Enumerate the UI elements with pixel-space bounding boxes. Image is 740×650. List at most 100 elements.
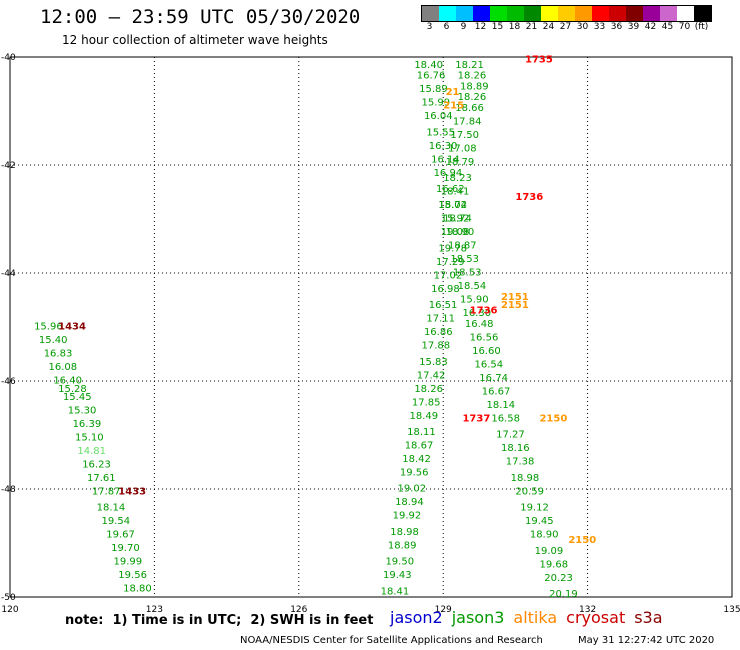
wave-height-point: 16.74 bbox=[479, 373, 508, 384]
pass-time-label: 1433 bbox=[118, 486, 146, 497]
wave-height-point: 16.98 bbox=[431, 284, 460, 295]
legend-item-jason3: jason3 bbox=[451, 608, 505, 627]
wave-height-point: 15.74 bbox=[438, 200, 467, 211]
wave-height-point: 15.92 bbox=[441, 214, 470, 225]
pass-time-label: 2151 bbox=[501, 300, 529, 311]
wave-height-point: 16.08 bbox=[49, 362, 78, 373]
wave-height-point: 19.50 bbox=[385, 557, 414, 568]
pass-time-label: 1735 bbox=[525, 54, 553, 65]
legend-item-jason2: jason2 bbox=[390, 608, 443, 627]
wave-height-point: 17.84 bbox=[453, 117, 482, 128]
wave-height-point: 16.04 bbox=[424, 111, 453, 122]
wave-height-point: 17.02 bbox=[434, 270, 463, 281]
wave-height-point: 19.99 bbox=[113, 557, 142, 568]
wave-height-point: 18.16 bbox=[501, 443, 530, 454]
wave-height-point: 19.09 bbox=[535, 546, 564, 557]
wave-height-point: 18.80 bbox=[123, 584, 152, 595]
wave-height-point: 18.02 bbox=[438, 200, 467, 211]
pass-time-label: 1737 bbox=[462, 414, 490, 425]
wave-height-point: 17.27 bbox=[496, 430, 525, 441]
wave-height-point: 17.29 bbox=[436, 257, 465, 268]
wave-height-point: 16.51 bbox=[429, 300, 458, 311]
wave-height-point: 16.67 bbox=[482, 387, 511, 398]
wave-height-point: 18.23 bbox=[443, 173, 472, 184]
color-scale-swatch bbox=[643, 6, 660, 21]
wave-height-point: 15.55 bbox=[426, 127, 455, 138]
color-scale-label: 30 bbox=[576, 22, 589, 32]
y-tick-label: -40 bbox=[1, 53, 16, 63]
color-scale-label: 39 bbox=[627, 22, 640, 32]
wave-height-point: 18.74 bbox=[443, 214, 472, 225]
color-scale-swatch bbox=[558, 6, 575, 21]
wave-height-point: 18.90 bbox=[530, 530, 559, 541]
pass-time-label: 2150 bbox=[568, 535, 596, 546]
wave-height-point: 16.39 bbox=[73, 419, 102, 430]
wave-height-point: 18.42 bbox=[402, 454, 431, 465]
legend-item-s3a: s3a bbox=[634, 608, 663, 627]
satellite-legend: jason2 jason3 altika cryosat s3a bbox=[390, 608, 672, 627]
wave-height-point: 17.50 bbox=[450, 130, 479, 141]
color-scale-label: 6 bbox=[443, 22, 450, 32]
wave-height-point: 18.53 bbox=[453, 268, 482, 279]
color-scale-swatch bbox=[609, 6, 626, 21]
credit-text: NOAA/NESDIS Center for Satellite Applica… bbox=[240, 635, 543, 646]
wave-height-point: 19.45 bbox=[525, 516, 554, 527]
wave-height-point: 18.66 bbox=[455, 103, 484, 114]
wave-height-point: 18.79 bbox=[446, 157, 475, 168]
pass-time-label: 2151 bbox=[501, 292, 529, 303]
wave-height-point: 18.21 bbox=[455, 60, 484, 71]
color-scale-label: (ft) bbox=[694, 22, 709, 32]
wave-height-point: 18.11 bbox=[407, 427, 436, 438]
wave-height-point: 18.94 bbox=[395, 497, 424, 508]
wave-height-point: 19.92 bbox=[393, 511, 422, 522]
color-scale-label: 12 bbox=[474, 22, 487, 32]
pass-time-label: 1434 bbox=[58, 322, 86, 333]
plot-frame bbox=[9, 56, 733, 598]
wave-height-point: 16.83 bbox=[44, 349, 73, 360]
pass-time-label: 215 bbox=[443, 100, 464, 111]
wave-height-point: 18.26 bbox=[414, 384, 443, 395]
color-scale-swatch bbox=[541, 6, 558, 21]
x-tick-label: 135 bbox=[723, 605, 740, 615]
wave-height-point: 16.30 bbox=[429, 141, 458, 152]
wave-height-point: 19.67 bbox=[106, 530, 135, 541]
x-tick-label: 126 bbox=[290, 605, 307, 615]
color-scale-label: 9 bbox=[460, 22, 467, 32]
color-scale-label: 36 bbox=[610, 22, 623, 32]
wave-height-point: 17.38 bbox=[506, 457, 535, 468]
y-tick-label: -46 bbox=[1, 377, 16, 387]
wave-height-point: 17.85 bbox=[412, 397, 441, 408]
wave-height-point: 16.40 bbox=[53, 376, 82, 387]
wave-height-point: 18.89 bbox=[460, 81, 489, 92]
color-scale-swatch bbox=[524, 6, 541, 21]
wave-height-point: 20.23 bbox=[544, 573, 573, 584]
chart-subtitle: 12 hour collection of altimeter wave hei… bbox=[62, 33, 328, 47]
color-scale-swatch bbox=[626, 6, 643, 21]
wave-height-point: 18.98 bbox=[511, 473, 540, 484]
pass-time-label: 1736 bbox=[470, 306, 498, 317]
wave-height-point: 20.59 bbox=[515, 486, 544, 497]
wave-height-point: 18.26 bbox=[458, 71, 487, 82]
color-scale-swatch bbox=[439, 6, 456, 21]
wave-height-point: 18.53 bbox=[450, 254, 479, 265]
wave-height-point: 16.54 bbox=[474, 360, 503, 371]
pass-time-label: 21 bbox=[446, 87, 460, 98]
wave-height-point: 15.83 bbox=[419, 357, 448, 368]
wave-height-point: 20.19 bbox=[549, 589, 578, 600]
y-tick-label: -50 bbox=[1, 593, 16, 603]
wave-height-point: 14.81 bbox=[77, 446, 106, 457]
wave-height-point: 16.48 bbox=[465, 319, 494, 330]
color-scale-swatch bbox=[473, 6, 490, 21]
wave-height-point: 15.40 bbox=[39, 335, 68, 346]
wave-height-point: 15.99 bbox=[422, 98, 451, 109]
color-scale-swatch bbox=[490, 6, 507, 21]
wave-height-point: 16.86 bbox=[424, 327, 453, 338]
wave-height-point: 15.90 bbox=[460, 295, 489, 306]
wave-height-point: 18.54 bbox=[458, 281, 487, 292]
color-scale-labels: 3 6 9 12 15 18 21 24 27 30 33 36 39 42 45 70 (ft) bbox=[421, 22, 710, 32]
wave-height-point: 19.02 bbox=[397, 484, 426, 495]
wave-height-point: 15.30 bbox=[68, 405, 97, 416]
color-scale-swatch bbox=[575, 6, 592, 21]
color-scale-swatch bbox=[592, 6, 609, 21]
